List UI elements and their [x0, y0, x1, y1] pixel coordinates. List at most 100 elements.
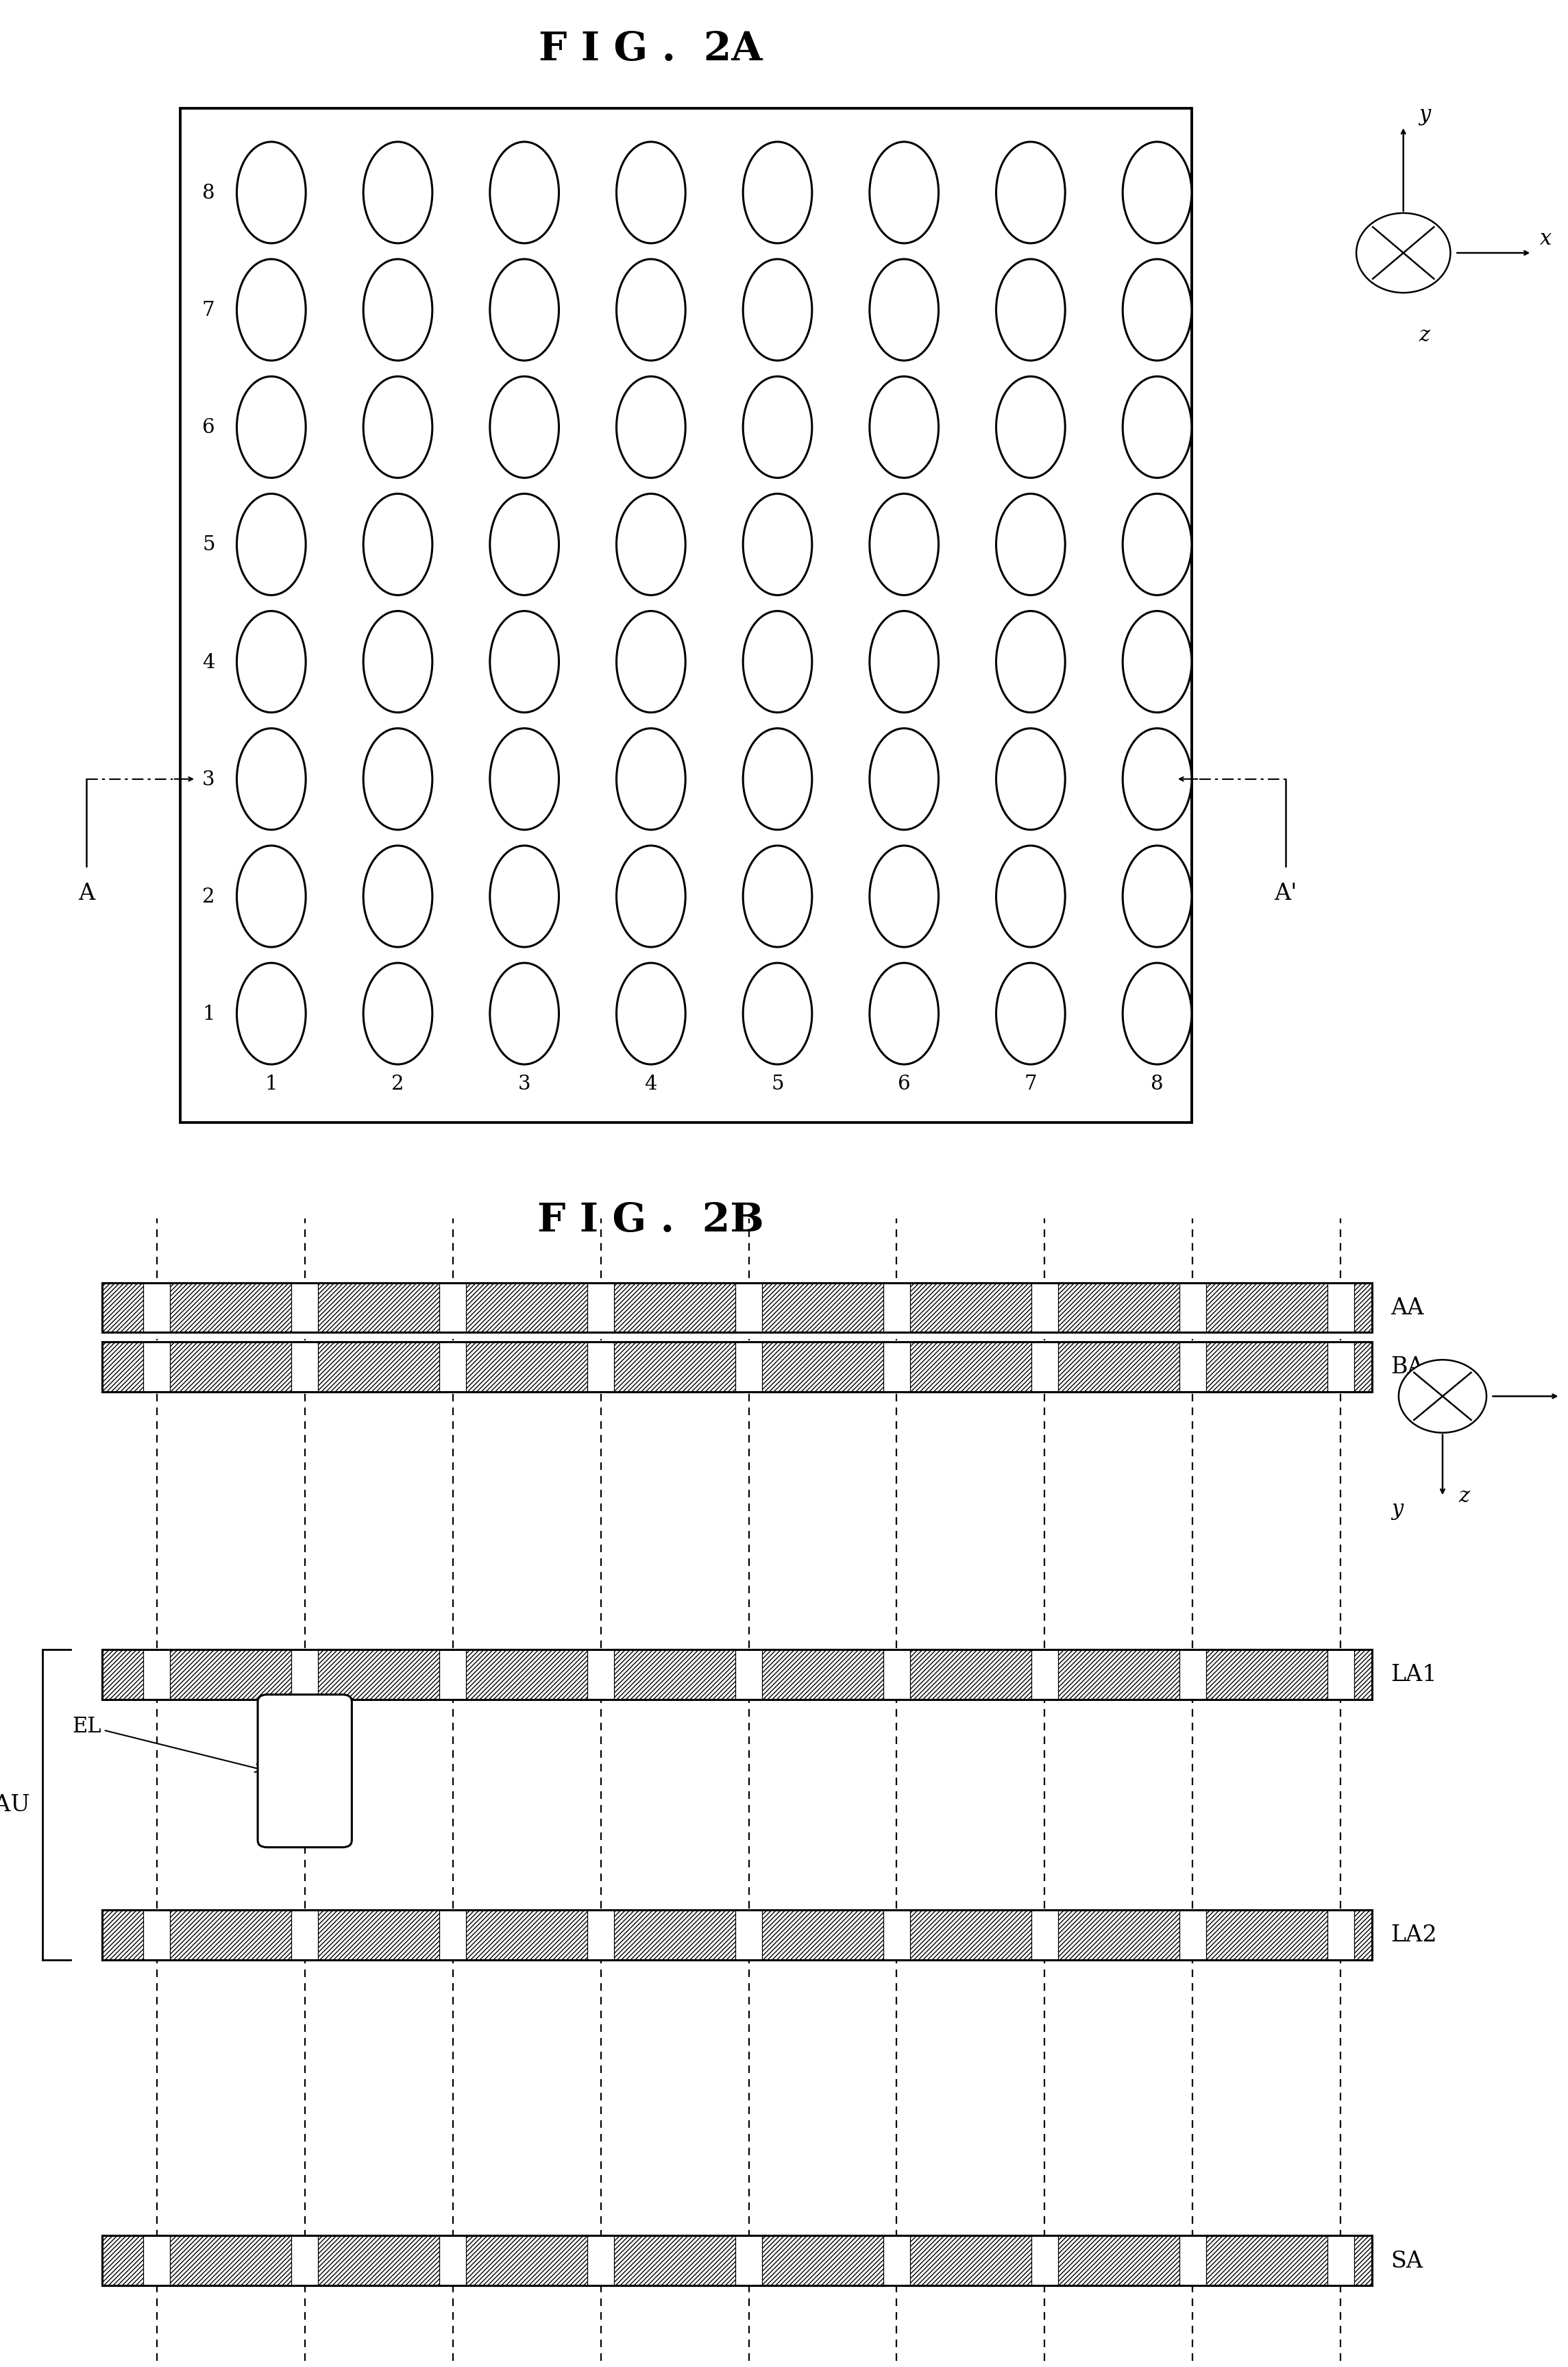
Ellipse shape [364, 845, 433, 947]
Ellipse shape [237, 142, 306, 244]
Bar [180, 109, 1192, 1122]
Ellipse shape [1399, 1361, 1486, 1432]
Bar [735, 1647, 762, 1700]
Bar [292, 1647, 318, 1700]
Ellipse shape [870, 729, 939, 831]
Bar [735, 1340, 762, 1392]
Bar [1032, 1908, 1058, 1960]
Text: 8: 8 [202, 185, 215, 204]
Ellipse shape [1123, 845, 1192, 947]
Ellipse shape [743, 729, 812, 831]
Bar [735, 2234, 762, 2287]
Bar [1179, 1908, 1206, 1960]
Ellipse shape [616, 260, 685, 362]
Text: x: x [1540, 227, 1552, 249]
Bar [883, 1283, 909, 1335]
Bar [144, 1908, 169, 1960]
Bar [102, 1342, 1372, 1392]
Bar [102, 1283, 1372, 1333]
Ellipse shape [1123, 260, 1192, 362]
Text: LA2: LA2 [1391, 1924, 1438, 1946]
Text: z: z [1458, 1486, 1469, 1505]
Bar [1327, 1908, 1355, 1960]
Bar [1327, 1340, 1355, 1392]
Text: 7: 7 [202, 301, 215, 320]
Bar [292, 1908, 318, 1960]
Bar [1179, 1340, 1206, 1392]
Ellipse shape [743, 611, 812, 712]
Ellipse shape [1123, 611, 1192, 712]
Text: A': A' [1275, 883, 1297, 904]
Ellipse shape [364, 963, 433, 1065]
Bar [588, 1340, 615, 1392]
Ellipse shape [237, 260, 306, 362]
Text: SA: SA [1391, 2249, 1424, 2272]
Bar [144, 1647, 169, 1700]
Ellipse shape [870, 845, 939, 947]
Ellipse shape [616, 611, 685, 712]
Bar [102, 1910, 1372, 1960]
Bar [1032, 1283, 1058, 1335]
Ellipse shape [364, 729, 433, 831]
Bar [1179, 2234, 1206, 2287]
Ellipse shape [743, 495, 812, 596]
Bar [102, 1650, 1372, 1700]
Ellipse shape [743, 376, 812, 478]
Bar [439, 1283, 466, 1335]
Ellipse shape [364, 260, 433, 362]
Ellipse shape [237, 495, 306, 596]
Ellipse shape [996, 142, 1065, 244]
Ellipse shape [870, 376, 939, 478]
Bar [1327, 1283, 1355, 1335]
Ellipse shape [489, 376, 558, 478]
Ellipse shape [489, 963, 558, 1065]
Text: F I G .  2B: F I G . 2B [538, 1200, 764, 1240]
Text: z: z [1419, 324, 1430, 346]
Ellipse shape [489, 845, 558, 947]
Ellipse shape [1123, 376, 1192, 478]
Ellipse shape [1123, 963, 1192, 1065]
Text: 1: 1 [265, 1075, 278, 1094]
Text: y: y [1391, 1498, 1403, 1520]
Ellipse shape [1123, 495, 1192, 596]
Bar [102, 2234, 1372, 2287]
Ellipse shape [996, 260, 1065, 362]
Bar [1179, 1647, 1206, 1700]
Ellipse shape [1123, 729, 1192, 831]
Ellipse shape [616, 845, 685, 947]
Text: EL: EL [72, 1716, 263, 1773]
Text: LA1: LA1 [1391, 1664, 1438, 1685]
Ellipse shape [870, 142, 939, 244]
Bar [1327, 2234, 1355, 2287]
Ellipse shape [743, 963, 812, 1065]
Ellipse shape [237, 963, 306, 1065]
Ellipse shape [870, 611, 939, 712]
Text: 2: 2 [202, 888, 215, 907]
Bar [588, 1283, 615, 1335]
Bar [1179, 1283, 1206, 1335]
Text: 6: 6 [202, 419, 215, 438]
Text: LAU: LAU [0, 1794, 30, 1815]
Ellipse shape [1123, 142, 1192, 244]
Ellipse shape [489, 142, 558, 244]
Ellipse shape [996, 963, 1065, 1065]
Ellipse shape [489, 260, 558, 362]
Bar [144, 1340, 169, 1392]
Text: 4: 4 [644, 1075, 657, 1094]
Ellipse shape [489, 729, 558, 831]
Ellipse shape [364, 376, 433, 478]
Bar [292, 1340, 318, 1392]
Bar [1032, 1340, 1058, 1392]
Ellipse shape [743, 845, 812, 947]
Ellipse shape [237, 376, 306, 478]
Text: y: y [1419, 104, 1432, 125]
Ellipse shape [743, 142, 812, 244]
Ellipse shape [616, 495, 685, 596]
Ellipse shape [364, 611, 433, 712]
Bar [588, 1647, 615, 1700]
Ellipse shape [616, 729, 685, 831]
Bar [1032, 1647, 1058, 1700]
Bar [439, 1908, 466, 1960]
Ellipse shape [364, 495, 433, 596]
Text: A: A [78, 883, 94, 904]
